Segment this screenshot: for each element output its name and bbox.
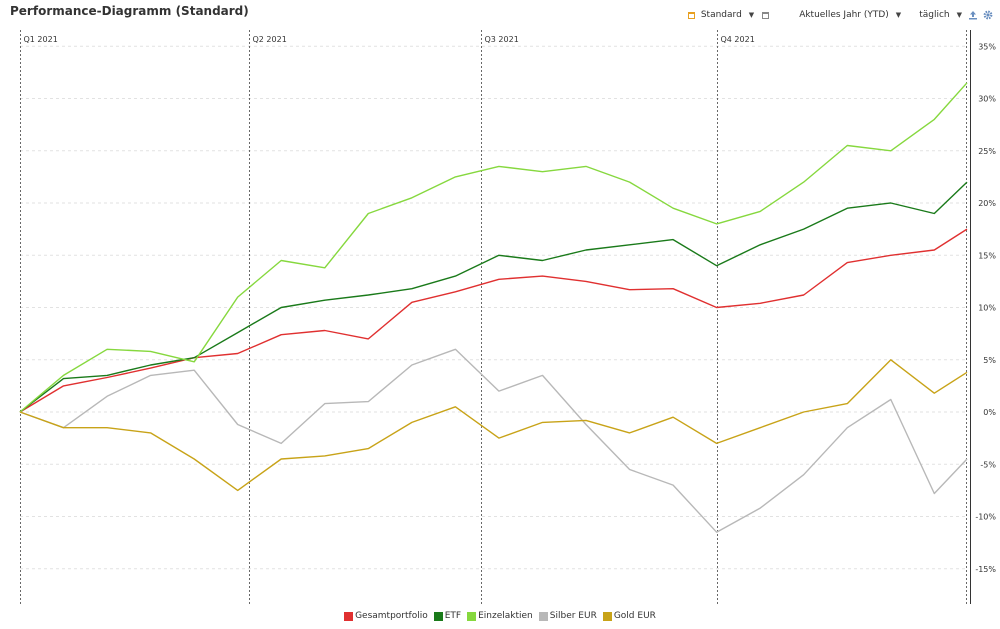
quarter-label: Q3 2021 — [485, 35, 519, 44]
settings-button[interactable] — [982, 9, 994, 21]
legend-label: Silber EUR — [549, 611, 597, 621]
gear-icon — [983, 10, 993, 20]
series-line-etf — [19, 181, 968, 413]
series-line-einzelaktien — [19, 82, 968, 413]
chart-legend: Gesamtportfolio ETF Einzelaktien Silber EUR… — [0, 611, 1000, 621]
period-selector[interactable]: Aktuelles Jahr (YTD) ▼ — [799, 10, 919, 20]
legend-item[interactable]: Silber EUR — [538, 611, 597, 621]
legend-swatch — [467, 611, 477, 621]
quarter-dividers: Q1 2021 Q2 2021 Q3 2021 Q4 2021 — [20, 30, 971, 604]
interval-selector[interactable]: täglich ▼ — [919, 10, 964, 20]
legend-swatch — [344, 611, 354, 621]
y-tick-label: -15% — [975, 565, 996, 574]
legend-item[interactable]: Gesamtportfolio — [344, 611, 428, 621]
page-title: Performance-Diagramm (Standard) — [10, 4, 249, 18]
legend-swatch — [602, 611, 612, 621]
y-tick-label: 25% — [978, 147, 996, 156]
view-selector-label: Standard — [700, 10, 742, 20]
legend-swatch — [538, 611, 548, 621]
y-tick-label: 35% — [978, 42, 996, 51]
y-tick-label: 15% — [978, 251, 996, 260]
legend-item[interactable]: ETF — [433, 611, 462, 621]
quarter-label: Q1 2021 — [24, 35, 58, 44]
legend-label: ETF — [444, 611, 462, 621]
view-selector[interactable]: Standard ▼ — [687, 10, 762, 20]
window-icon — [762, 11, 770, 19]
legend-label: Gold EUR — [613, 611, 656, 621]
legend-swatch — [433, 611, 443, 621]
calendar-icon — [687, 11, 695, 19]
y-axis-labels: -15% -10% -5% 0% 5% 10% 15% 20% 25% 30% 35% — [975, 42, 996, 574]
y-tick-label: 5% — [983, 356, 996, 365]
series-lines — [19, 82, 968, 533]
chevron-down-icon: ▼ — [895, 11, 902, 19]
legend-item[interactable]: Einzelaktien — [467, 611, 533, 621]
chart-toolbar: Standard ▼ Aktuelles Jahr (YTD) ▼ täglic… — [687, 7, 994, 23]
export-button[interactable] — [967, 9, 979, 21]
y-tick-label: 20% — [978, 199, 996, 208]
period-selector-label: Aktuelles Jahr (YTD) — [799, 10, 889, 20]
y-tick-label: -5% — [980, 460, 996, 469]
layout-toggle[interactable] — [762, 11, 799, 19]
series-line-gesamtportfolio — [19, 228, 968, 413]
y-tick-label: 10% — [978, 304, 996, 313]
quarter-label: Q2 2021 — [253, 35, 287, 44]
y-tick-label: 30% — [978, 95, 996, 104]
chevron-down-icon: ▼ — [748, 11, 755, 19]
y-tick-label: -10% — [975, 513, 996, 522]
series-line-gold-eur — [19, 359, 968, 492]
series-line-silber-eur — [19, 348, 968, 533]
upload-icon — [969, 11, 977, 20]
legend-label: Gesamtportfolio — [355, 611, 428, 621]
legend-label: Einzelaktien — [478, 611, 533, 621]
chevron-down-icon: ▼ — [956, 11, 962, 19]
horizontal-grid — [20, 45, 967, 570]
legend-item[interactable]: Gold EUR — [602, 611, 656, 621]
y-tick-label: 0% — [983, 408, 996, 417]
quarter-label: Q4 2021 — [721, 35, 755, 44]
interval-selector-label: täglich — [919, 10, 950, 20]
